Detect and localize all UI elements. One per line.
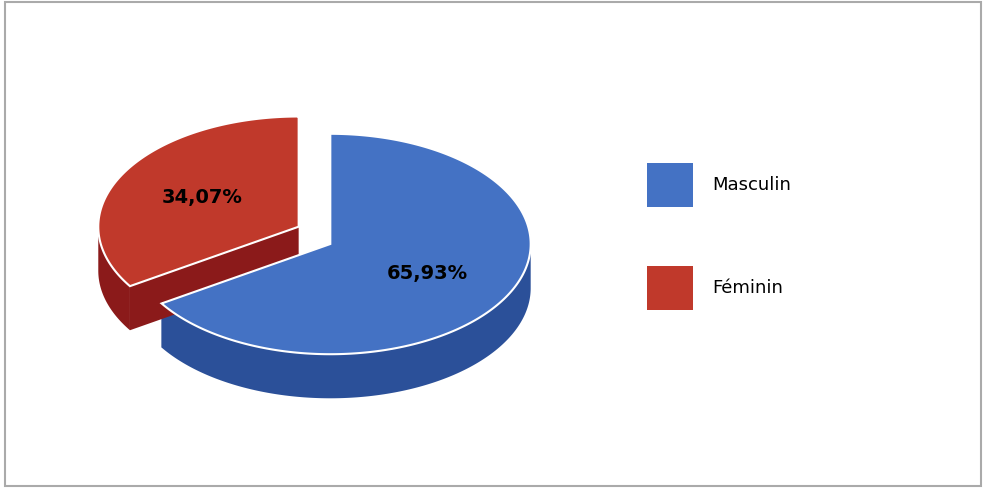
Polygon shape (99, 226, 130, 330)
Polygon shape (99, 117, 299, 286)
Text: Masculin: Masculin (713, 177, 792, 194)
Text: 34,07%: 34,07% (162, 188, 243, 207)
Polygon shape (162, 134, 530, 354)
Polygon shape (162, 244, 330, 347)
Polygon shape (130, 227, 299, 330)
Text: 65,93%: 65,93% (387, 264, 467, 283)
Polygon shape (162, 244, 530, 398)
FancyBboxPatch shape (648, 163, 693, 207)
FancyBboxPatch shape (648, 266, 693, 310)
Text: Féminin: Féminin (713, 279, 783, 297)
